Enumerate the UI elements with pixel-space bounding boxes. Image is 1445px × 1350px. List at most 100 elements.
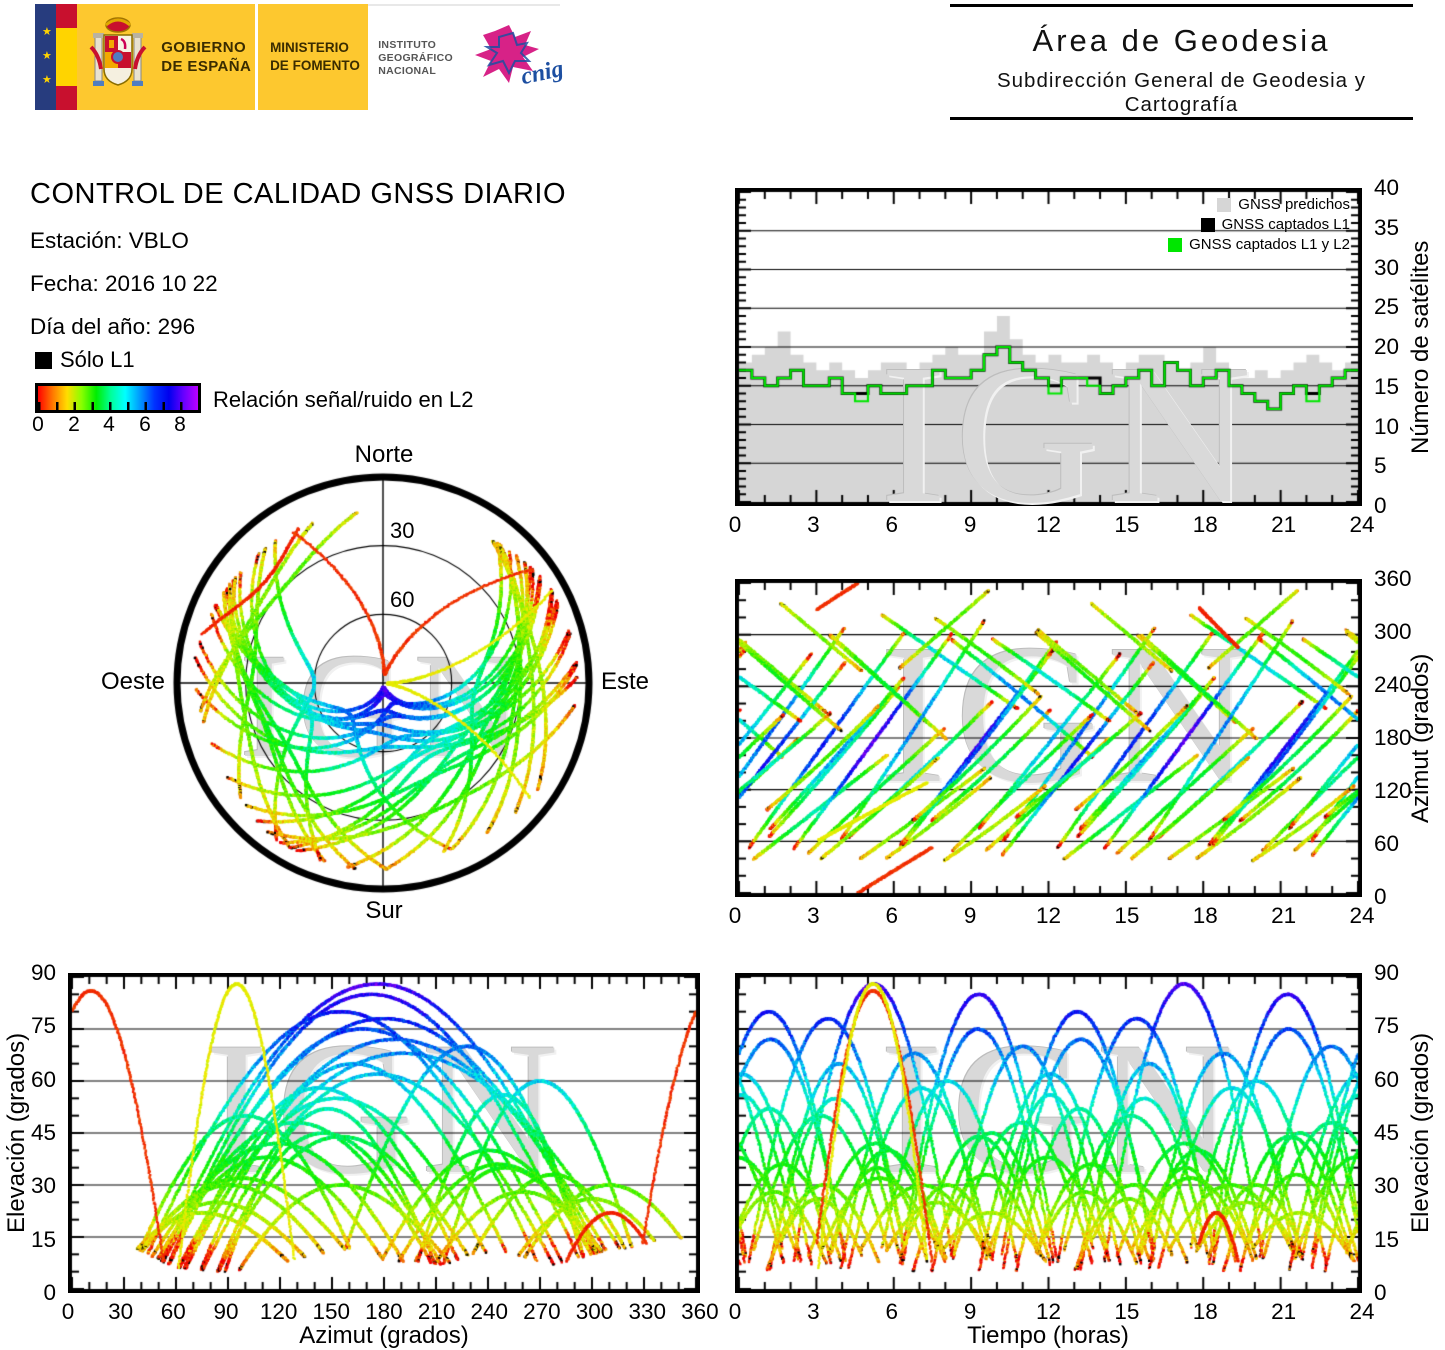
tick-label: 240 [470, 1299, 509, 1324]
solo-l1-label: Sólo L1 [60, 347, 135, 372]
eu-star-icon: ★ [42, 74, 52, 86]
instituto-label: INSTITUTO GEOGRÁFICO NACIONAL [378, 39, 453, 78]
azimut-y-ticks: 360 300 240 180 120 60 0 [1374, 567, 1424, 909]
elev-azimut-x-ticks: 0 30 60 90 120 150 180 210 240 270 300 330 360 [45, 1299, 723, 1325]
azimut-y-label: Azimut (grados) [1407, 653, 1434, 823]
tick-label: 3 [807, 512, 820, 537]
elev-azimut-y-label: Elevación (grados) [3, 1032, 30, 1234]
cnig-logo: cnig [465, 23, 566, 93]
date-line: Fecha: 2016 10 22 [30, 271, 218, 296]
elev-time-y-ticks: 90 75 60 45 30 15 0 [1374, 961, 1424, 1305]
tick-label: 330 [628, 1299, 666, 1324]
tick-label: 6 [885, 903, 898, 928]
tick-label: 150 [312, 1299, 351, 1324]
skyplot-east-label: Este [601, 668, 650, 695]
tick-label: 90 [213, 1299, 239, 1324]
colorbar-tick-label: 0 [32, 413, 44, 436]
instituto-line1: INSTITUTO [378, 38, 437, 51]
tick-label: 40 [1374, 175, 1400, 200]
tick-label: 90 [30, 960, 56, 985]
tick-label: 300 [575, 1299, 614, 1324]
sat-count-y-label: Número de satélites [1407, 240, 1434, 454]
tick-label: 0 [43, 1279, 56, 1305]
tick-label: 12 [1035, 1299, 1062, 1324]
area-geodesia-header: Área de Geodesia Subdirección General de… [950, 4, 1413, 120]
tick-label: 120 [259, 1299, 298, 1324]
station-line: Estación: VBLO [30, 228, 189, 253]
elev-azimut-x-label: Azimut (grados) [299, 1322, 469, 1349]
flag-red-band [56, 4, 78, 29]
tick-label: 75 [30, 1013, 56, 1039]
tick-label: 15 [1374, 373, 1400, 399]
captados-l1-label: GNSS captados L1 [1221, 216, 1350, 233]
spain-flag-strip [56, 4, 78, 110]
tick-label: 30 [1374, 254, 1400, 280]
tick-label: 18 [1192, 1299, 1218, 1324]
tick-label: 360 [681, 1299, 719, 1324]
gobierno-line1: GOBIERNO [161, 39, 247, 56]
colorbar-label: Relación señal/ruido en L2 [213, 387, 474, 412]
tick-label: 15 [30, 1226, 56, 1252]
tick-label: 6 [885, 1299, 898, 1324]
tick-label: 0 [728, 903, 742, 928]
ministerio-label: MINISTERIO DE FOMENTO [270, 39, 360, 75]
skyplot-canvas [160, 460, 606, 906]
colorbar-tick-label: 6 [139, 413, 151, 436]
tick-label: 180 [1374, 725, 1412, 750]
tick-label: 21 [1271, 512, 1297, 537]
doy-line: Día del año: 296 [30, 314, 196, 339]
tick-label: 240 [1374, 672, 1412, 697]
sat-count-chart-lines [735, 188, 1362, 506]
skyplot-west-label: Oeste [100, 668, 165, 695]
gobierno-block: GOBIERNO DE ESPAÑA [77, 4, 256, 110]
tick-label: 0 [1374, 884, 1387, 909]
tick-label: 3 [807, 903, 820, 928]
tick-label: 15 [1374, 1226, 1400, 1252]
predichos-swatch [1217, 197, 1232, 212]
flag-yellow-band [56, 28, 78, 86]
colorbar-tick-label: 2 [68, 413, 80, 436]
tick-label: 0 [61, 1299, 75, 1324]
captados-l1l2-label: GNSS captados L1 y L2 [1189, 236, 1350, 253]
elev-time-chart-canvas [735, 973, 1362, 1293]
tick-label: 0 [728, 512, 742, 537]
tick-label: 30 [1374, 1173, 1400, 1199]
azimut-chart-canvas [735, 579, 1362, 897]
snr-legend: Sólo L1 Relación señal/ruido en L2 0 2 4… [32, 347, 473, 436]
tick-label: 18 [1192, 903, 1218, 928]
tick-label: 60 [1374, 1066, 1400, 1092]
tick-label: 25 [1374, 294, 1400, 320]
tick-label: 30 [30, 1173, 56, 1199]
tick-label: 3 [807, 1299, 820, 1324]
legend-row: GNSS captados L1 [1030, 216, 1350, 233]
elev-time-y-label: Elevación (grados) [1407, 1032, 1434, 1234]
elev-azimut-y-ticks: 90 75 60 45 30 15 0 [8, 961, 56, 1305]
tick-label: 60 [30, 1066, 56, 1092]
legend-row: GNSS captados L1 y L2 [1030, 236, 1350, 253]
sat-count-legend: GNSS predichos GNSS captados L1 GNSS cap… [1030, 196, 1350, 256]
tick-label: 5 [1374, 453, 1387, 479]
tick-label: 24 [1349, 512, 1375, 537]
report-title: CONTROL DE CALIDAD GNSS DIARIO [30, 178, 567, 210]
tick-label: 120 [1374, 778, 1412, 803]
tick-label: 270 [523, 1299, 561, 1324]
cnig-splash-icon [474, 25, 539, 83]
tick-label: 35 [1374, 214, 1400, 240]
tick-label: 12 [1035, 512, 1062, 537]
eu-flag-strip: ★ ★ ★ [35, 4, 57, 110]
tick-label: 30 [108, 1299, 134, 1324]
ministerio-block: MINISTERIO DE FOMENTO [258, 4, 369, 110]
elev-time-x-label: Tiempo (horas) [967, 1322, 1129, 1349]
tick-label: 24 [1349, 903, 1375, 928]
tick-label: 9 [963, 903, 977, 928]
ministerio-line1: MINISTERIO [270, 40, 349, 55]
colorbar-tick-label: 4 [103, 413, 115, 436]
tick-label: 45 [1374, 1119, 1400, 1145]
tick-label: 18 [1192, 512, 1218, 537]
azimut-x-ticks: 0 3 6 9 12 15 18 21 24 [712, 903, 1385, 929]
escudo-espana-icon [89, 17, 147, 86]
tick-label: 21 [1271, 1299, 1297, 1324]
tick-label: 21 [1271, 903, 1297, 928]
elev-time-x-ticks: 0 3 6 9 12 15 18 21 24 [712, 1299, 1385, 1325]
